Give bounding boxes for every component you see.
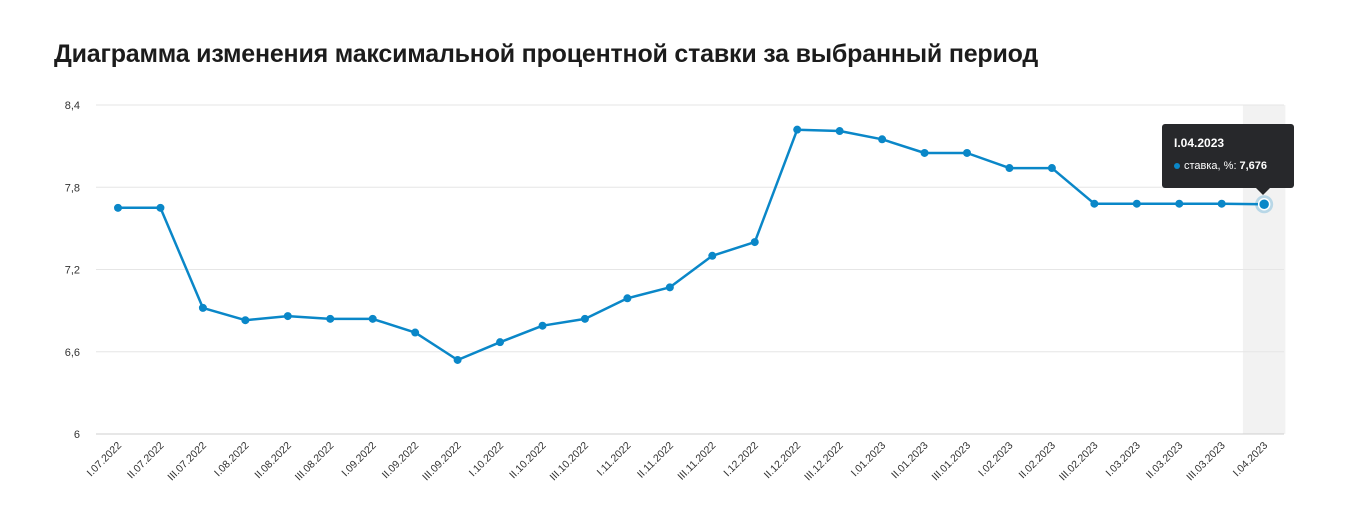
tooltip-value: 7,676 — [1239, 160, 1268, 172]
y-tick-label: 7,2 — [65, 265, 80, 277]
data-point — [1217, 199, 1226, 208]
x-tick-label: II.08.2022 — [252, 440, 294, 482]
data-point — [326, 314, 335, 323]
data-point — [665, 283, 674, 292]
x-tick-label: I.02.2023 — [976, 440, 1016, 480]
data-point — [1090, 199, 1099, 208]
data-point — [198, 303, 207, 312]
data-point — [114, 203, 122, 212]
data-point — [750, 238, 759, 247]
data-point — [283, 312, 292, 321]
tooltip-date: I.04.2023 — [1174, 136, 1225, 150]
data-point — [963, 148, 971, 157]
x-tick-label: III.09.2022 — [420, 440, 464, 484]
data-point — [623, 294, 632, 303]
x-tick-label: III.08.2022 — [293, 440, 337, 484]
x-tick-label: II.03.2023 — [1144, 440, 1186, 482]
y-tick-label: 7,8 — [65, 182, 80, 194]
y-tick-label: 6 — [74, 429, 80, 441]
x-tick-label: III.10.2022 — [547, 440, 591, 484]
x-tick-label: III.02.2023 — [1057, 440, 1101, 484]
x-tick-label: I.10.2022 — [467, 440, 507, 480]
x-tick-label: II.12.2022 — [762, 440, 804, 482]
data-point — [453, 355, 462, 364]
x-tick-label: I.12.2022 — [721, 440, 761, 480]
data-point — [1047, 164, 1056, 173]
series-line — [118, 128, 1265, 362]
x-tick-label: I.09.2022 — [339, 440, 379, 480]
x-tick-label: I.08.2022 — [212, 440, 252, 480]
data-point — [835, 127, 844, 136]
x-tick-label: II.02.2023 — [1017, 440, 1059, 482]
x-tick-label: II.07.2022 — [125, 440, 167, 482]
data-point — [793, 125, 802, 134]
data-point — [368, 314, 377, 323]
data-point — [878, 135, 887, 144]
series-color-dot — [1174, 163, 1180, 169]
data-point — [1175, 199, 1184, 208]
x-tick-label: III.07.2022 — [165, 440, 209, 484]
y-tick-label: 6,6 — [65, 347, 80, 359]
y-axis: 6 6,6 7,2 7,8 8,4 — [65, 100, 80, 441]
data-tooltip: I.04.2023 ставка, %: 7,676 — [1162, 124, 1294, 195]
data-point — [580, 314, 589, 323]
data-point-active — [1257, 197, 1271, 211]
x-tick-label: II.01.2023 — [889, 440, 931, 482]
grid-layer — [96, 104, 1284, 435]
tooltip-row: ставка, %: 7,676 — [1174, 160, 1282, 172]
tooltip-series-label: ставка, %: — [1184, 160, 1237, 172]
data-point — [156, 203, 165, 212]
data-point — [1005, 164, 1014, 173]
x-tick-label: I.01.2023 — [849, 440, 889, 480]
x-tick-label: II.09.2022 — [380, 440, 422, 482]
x-tick-label: II.11.2022 — [635, 440, 676, 481]
x-tick-label: III.03.2023 — [1184, 440, 1228, 484]
x-tick-label: I.07.2022 — [85, 440, 125, 480]
x-tick-label: I.11.2022 — [595, 440, 634, 479]
data-point — [411, 328, 420, 337]
x-tick-label: III.01.2023 — [930, 440, 974, 484]
x-tick-label: I.04.2023 — [1231, 440, 1271, 480]
series-layer — [114, 125, 1274, 364]
x-tick-label: III.11.2022 — [675, 440, 718, 483]
data-point — [708, 251, 717, 260]
data-point — [496, 338, 505, 347]
x-tick-label: III.12.2022 — [802, 440, 846, 484]
chart-title: Диаграмма изменения максимальной процент… — [54, 40, 1039, 68]
data-point — [920, 148, 929, 157]
data-point — [538, 321, 547, 330]
x-tick-label: I.03.2023 — [1103, 440, 1143, 480]
x-tick-label: II.10.2022 — [507, 440, 549, 482]
data-point — [241, 316, 250, 325]
y-tick-label: 8,4 — [65, 100, 80, 112]
data-point — [1132, 199, 1141, 208]
